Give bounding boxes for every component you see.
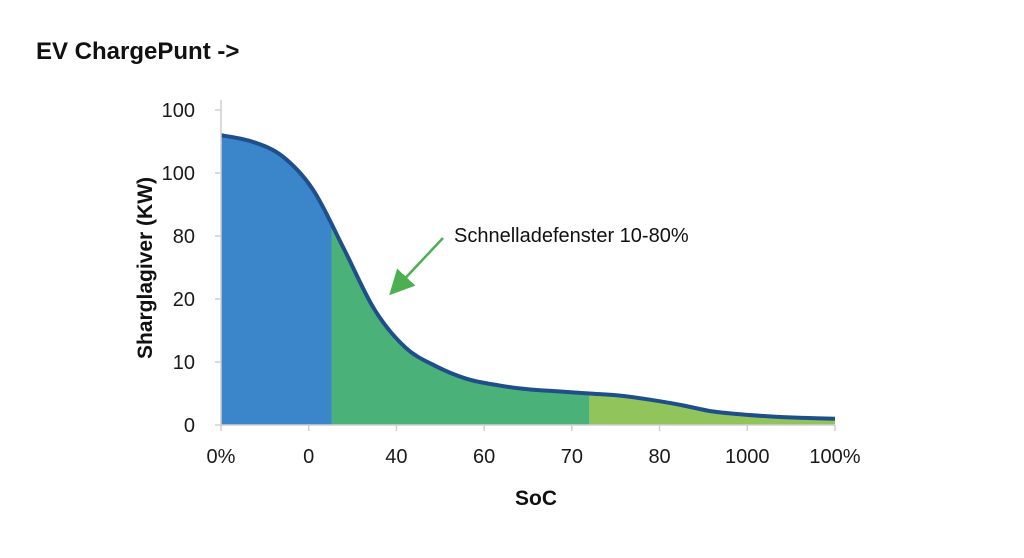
y-tick-label: 100 (162, 100, 195, 122)
y-tick-label: 100 (162, 163, 195, 185)
series-line (220, 133, 836, 421)
y-tick-label: 10 (173, 352, 195, 374)
annotation-label: Schnelladefenster 10-80% (454, 225, 689, 247)
area-band-2 (589, 135, 835, 425)
y-tick-label: 80 (173, 226, 195, 248)
x-tick-label: 40 (385, 446, 407, 468)
x-tick-label: 60 (473, 446, 495, 468)
x-tick-label: 0% (207, 446, 236, 468)
y-axis-label: Sharglagiver (KW) (134, 177, 157, 359)
x-axis-label: SoC (515, 487, 557, 510)
area-bands (221, 135, 835, 425)
page-title: EV ChargePunt -> (36, 38, 240, 65)
y-tick-label: 0 (184, 415, 195, 437)
x-tick-label: 80 (648, 446, 670, 468)
x-tick-label: 100% (809, 446, 860, 468)
x-tick-label: 1000 (725, 446, 770, 468)
x-tick-label: 70 (561, 446, 583, 468)
y-ticks: 0 10 20 80 100 100 (162, 100, 221, 437)
x-ticks: 0% 0 40 60 70 80 1000 100% (207, 425, 861, 468)
x-tick-label: 0 (303, 446, 314, 468)
area-shade (221, 135, 835, 425)
y-tick-label: 20 (173, 289, 195, 311)
annotation-arrow (389, 237, 444, 296)
